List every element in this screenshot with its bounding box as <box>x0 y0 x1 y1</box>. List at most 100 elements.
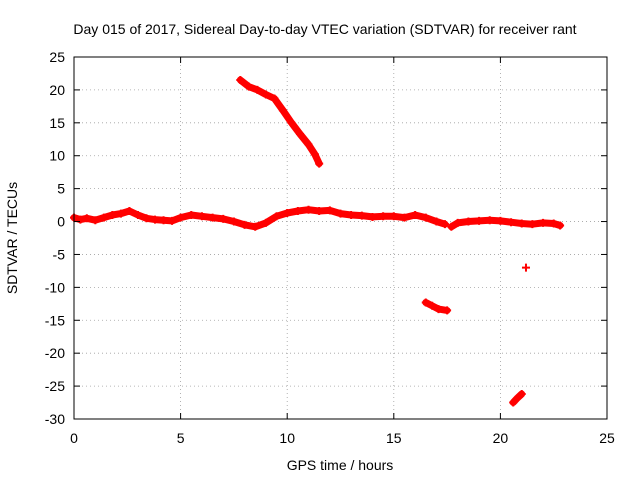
series-main-band <box>70 205 449 231</box>
series-negative-segment-17h <box>421 298 452 315</box>
y-tick-label: 10 <box>49 148 65 164</box>
data-point <box>295 130 304 139</box>
y-tick-label: -30 <box>45 411 65 427</box>
data-point <box>240 220 249 229</box>
data-point <box>251 222 260 231</box>
data-point <box>287 118 296 127</box>
data-point <box>347 210 356 219</box>
data-point <box>507 218 516 227</box>
data-point <box>315 159 324 168</box>
data-point <box>293 207 302 216</box>
y-tick-label: -25 <box>45 378 65 394</box>
data-point <box>261 218 270 227</box>
data-point <box>421 213 430 222</box>
data-point <box>440 220 449 229</box>
data-point <box>539 218 548 227</box>
data-point <box>187 210 196 219</box>
data-point <box>272 212 281 221</box>
data-point <box>485 216 494 225</box>
data-point <box>432 217 441 226</box>
data-point <box>168 216 177 225</box>
series-negative-segment-21h <box>509 389 526 407</box>
data-point <box>447 222 456 231</box>
y-tick-label: -20 <box>45 345 65 361</box>
data-point <box>270 94 279 103</box>
data-point <box>304 140 313 149</box>
data-point <box>151 215 160 224</box>
y-tick-label: 15 <box>49 115 65 131</box>
data-point <box>464 217 473 226</box>
data-point <box>116 209 125 218</box>
axis-ticks: 0 5 10 15 20 25 25 20 15 10 5 0 -5 -10 -15 -20 -25 -30 <box>45 49 615 446</box>
y-tick-label: 25 <box>49 49 65 65</box>
data-point <box>411 210 420 219</box>
grid <box>74 57 607 419</box>
data-point <box>475 216 484 225</box>
data-point <box>517 389 526 398</box>
x-tick-label: 0 <box>70 430 78 446</box>
x-tick-label: 5 <box>177 430 185 446</box>
data-point <box>310 150 319 159</box>
data-point <box>443 306 452 315</box>
data-point <box>244 82 253 91</box>
series-line <box>422 299 451 314</box>
x-tick-label: 20 <box>493 430 509 446</box>
data-point <box>453 218 462 227</box>
data-point <box>389 212 398 221</box>
data-point <box>509 398 518 407</box>
y-tick-label: 5 <box>57 181 65 197</box>
data-point <box>400 213 409 222</box>
y-tick-label: 20 <box>49 82 65 98</box>
x-tick-label: 10 <box>279 430 295 446</box>
data-point <box>549 219 558 228</box>
data-point <box>125 207 134 216</box>
data-point <box>379 212 388 221</box>
series-line <box>236 76 323 168</box>
data-point <box>325 206 334 215</box>
data-point <box>236 76 245 85</box>
data-point <box>176 213 185 222</box>
data-point <box>91 216 100 225</box>
data-point <box>357 211 366 220</box>
data-point <box>261 90 270 99</box>
data-point <box>253 85 262 94</box>
y-tick-label: -10 <box>45 279 65 295</box>
data-point <box>315 207 324 216</box>
data-point <box>304 205 313 214</box>
y-tick-label: -5 <box>53 246 66 262</box>
data-point <box>283 208 292 217</box>
data-point <box>336 209 345 218</box>
data-point <box>528 220 537 229</box>
data-point <box>208 213 217 222</box>
data-point <box>159 216 168 225</box>
series-descending-arc <box>236 76 324 168</box>
series-isolated-point <box>521 263 530 272</box>
data-point <box>133 210 142 219</box>
y-tick-label: -15 <box>45 312 65 328</box>
data-point <box>428 301 437 310</box>
x-axis-label: GPS time / hours <box>287 457 394 473</box>
data-point <box>556 221 565 230</box>
data-point <box>434 305 443 314</box>
data-point <box>496 216 505 225</box>
data-point <box>142 214 151 223</box>
data-point <box>219 214 228 223</box>
data-point <box>521 263 530 272</box>
data-point <box>82 214 91 223</box>
chart-title: Day 015 of 2017, Sidereal Day-to-day VTE… <box>73 21 576 37</box>
y-tick-label: 0 <box>57 214 65 230</box>
data-point <box>197 212 206 221</box>
data-series <box>70 76 565 407</box>
data-point <box>421 298 430 307</box>
data-point <box>513 393 522 402</box>
x-tick-label: 25 <box>599 430 615 446</box>
data-point <box>278 106 287 115</box>
data-point <box>368 212 377 221</box>
plot-frame <box>73 56 608 420</box>
data-point <box>76 215 85 224</box>
data-point <box>108 210 117 219</box>
data-point <box>99 213 108 222</box>
series-main-band-2 <box>447 216 565 231</box>
x-tick-label: 15 <box>386 430 402 446</box>
